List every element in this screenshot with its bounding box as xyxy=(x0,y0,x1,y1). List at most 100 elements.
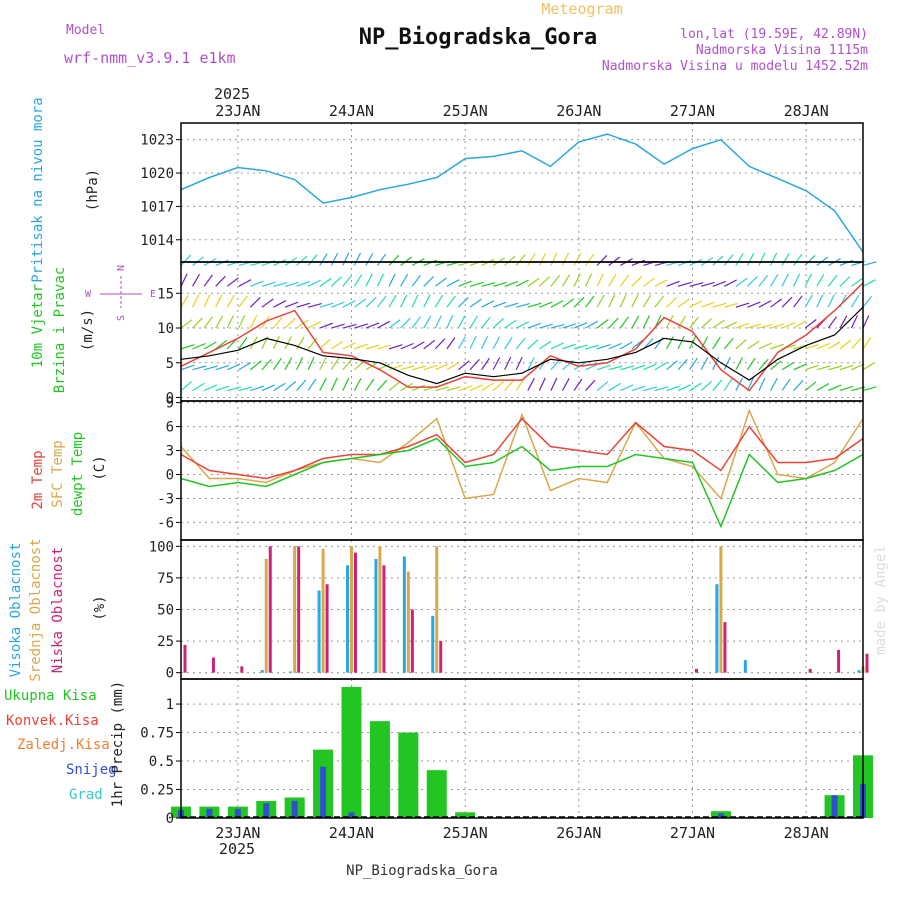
precip-total-bar xyxy=(426,770,447,818)
wind-arrow xyxy=(700,318,712,329)
wind-arrow xyxy=(643,363,657,371)
wind-arrow xyxy=(677,384,692,392)
wind-mean-line xyxy=(180,306,864,385)
wind-arrow xyxy=(689,300,703,308)
wind-arrow xyxy=(723,356,731,370)
y-tick-label: 10 xyxy=(157,321,174,337)
model-altitude-label: Nadmorska Visina u modelu 1452.52m xyxy=(602,59,868,74)
wind-arrow xyxy=(850,315,859,329)
wind-arrow xyxy=(550,342,564,350)
precip-snow-bar xyxy=(263,803,270,818)
cloud-bar-high xyxy=(260,670,264,673)
wind-arrow xyxy=(481,357,490,371)
wind-arrow xyxy=(862,279,876,287)
wind-arrow xyxy=(585,253,595,266)
wind-arrow xyxy=(758,252,766,266)
wind-arrow xyxy=(770,360,782,371)
wind-arrow xyxy=(388,364,403,371)
wind-arrow xyxy=(758,377,766,391)
wind-arrow xyxy=(677,281,692,287)
wind-arrow xyxy=(573,253,582,266)
wind-arrow xyxy=(770,343,784,350)
wind-arrow xyxy=(839,259,854,267)
cloud-bar-high xyxy=(402,556,406,673)
wind-arrow xyxy=(307,279,321,287)
wind-arrow xyxy=(746,357,756,371)
pressure-line xyxy=(180,133,864,253)
wind-arrow xyxy=(388,319,401,329)
wind-arrow xyxy=(631,259,646,267)
wind-arrow xyxy=(804,294,813,308)
wind-arrow xyxy=(515,337,526,350)
wind-arrow xyxy=(770,273,779,287)
cloud-bar-mid xyxy=(264,558,268,673)
wind-arrow xyxy=(469,358,480,371)
wind-arrow xyxy=(804,273,812,287)
wind-arrow xyxy=(550,252,558,266)
wind-arrow xyxy=(342,323,357,329)
wind-arrow xyxy=(631,339,644,350)
wind-arrow xyxy=(342,300,356,308)
wind-arrow xyxy=(481,300,495,308)
wind-arrow xyxy=(330,252,339,266)
wind-arrow xyxy=(215,315,224,329)
wind-arrow xyxy=(215,259,229,267)
cloud-bar-low xyxy=(837,649,841,673)
wind-arrow xyxy=(342,252,350,266)
wind-arrow xyxy=(203,384,218,392)
wind-arrow-field xyxy=(180,252,877,392)
top-day-label: 23JAN xyxy=(215,102,260,120)
wind-arrow xyxy=(296,302,311,308)
wind-arrow xyxy=(620,384,634,392)
wind-arrow xyxy=(261,384,275,392)
precip-snow-label: Snijeg xyxy=(66,762,117,778)
bottom-day-labels: 23JAN 24JAN 25JAN 26JAN 27JAN 28JAN xyxy=(215,824,828,842)
wind-arrow xyxy=(827,294,835,308)
wind-arrow xyxy=(296,255,308,266)
wind-arrow xyxy=(319,253,328,266)
wind-arrow xyxy=(573,344,588,350)
wind-arrow xyxy=(226,315,234,329)
wind-arrow xyxy=(851,277,864,287)
cloud-bar-low xyxy=(325,584,329,673)
wind-arrow xyxy=(619,341,633,350)
wind-arrow xyxy=(712,255,724,266)
dewpoint-line xyxy=(180,437,864,529)
wind-arrow xyxy=(746,377,754,391)
wind-arrow xyxy=(319,357,327,371)
wind-arrow xyxy=(862,337,872,350)
y-tick-label: 1020 xyxy=(140,166,174,182)
sfc-temp-line xyxy=(180,408,864,500)
wind-arrow xyxy=(354,298,367,308)
wind-arrow xyxy=(273,300,287,308)
wind-arrow xyxy=(643,277,656,287)
wind-arrow xyxy=(284,317,296,329)
precip-snow-bar xyxy=(234,808,241,818)
wind-arrow xyxy=(307,356,315,370)
bottom-day-label: 24JAN xyxy=(329,824,374,842)
wind-arrow xyxy=(365,273,373,287)
wind-arrow xyxy=(377,253,387,266)
precip-snow-bar xyxy=(206,808,213,818)
wind-arrow xyxy=(631,294,639,308)
chart-title: NP_Biogradska_Gora xyxy=(359,25,597,50)
wind-arrow xyxy=(561,274,571,287)
wind-arrow xyxy=(423,275,435,287)
wind-arrow xyxy=(619,316,629,329)
wind-arrow xyxy=(562,323,576,329)
wind-arrow xyxy=(284,381,297,392)
wind-arrow xyxy=(596,273,604,287)
wind-arrow xyxy=(388,344,403,350)
sfc-ylabel: SFC Temp xyxy=(50,440,66,507)
compass-w: W xyxy=(85,289,92,300)
cloud-bar-low xyxy=(695,668,698,673)
wind-arrow xyxy=(284,281,299,287)
wind-arrow xyxy=(585,273,593,287)
precip-snow-bar xyxy=(717,813,724,818)
wind-arrow xyxy=(747,301,761,308)
wind-arrow xyxy=(539,323,553,329)
precip-unit: 1hr Precip (mm) xyxy=(110,681,126,807)
wind-arrow xyxy=(666,360,678,371)
wind-arrow xyxy=(249,315,258,329)
wind-arrow xyxy=(596,344,611,350)
